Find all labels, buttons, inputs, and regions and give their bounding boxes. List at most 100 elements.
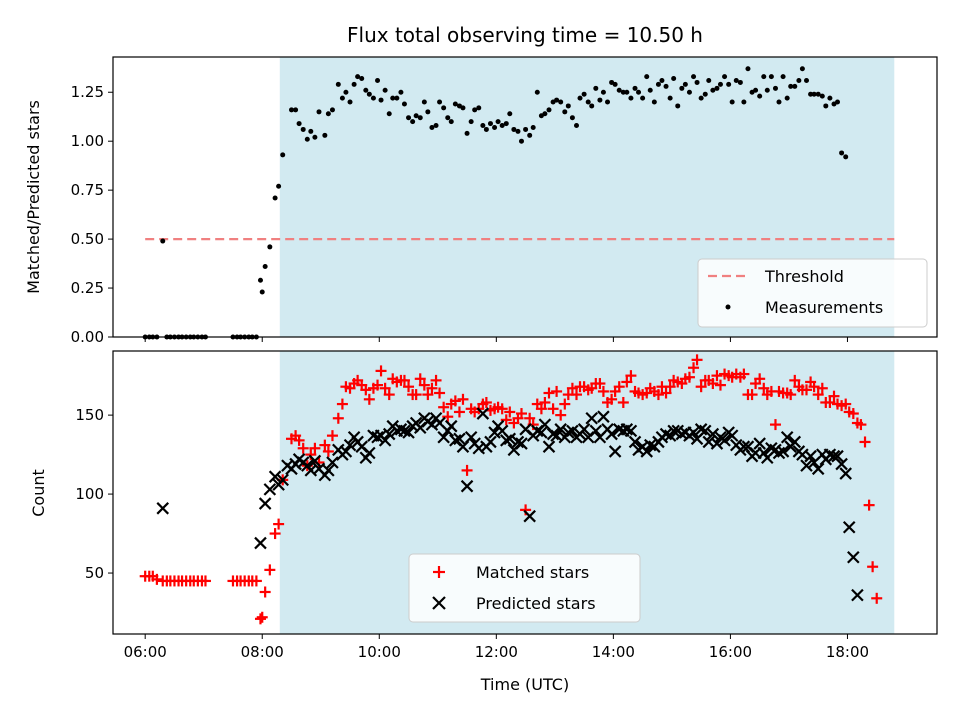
measurement-point bbox=[694, 79, 700, 85]
predicted-star-point bbox=[804, 449, 817, 463]
measurement-point bbox=[636, 89, 642, 95]
measurement-point bbox=[691, 74, 697, 80]
matched-star-point bbox=[418, 379, 430, 391]
measurement-point bbox=[441, 105, 447, 111]
matched-star-point bbox=[551, 385, 563, 397]
matched-star-point bbox=[754, 373, 766, 385]
measurement-point bbox=[808, 91, 814, 97]
measurement-point bbox=[843, 154, 849, 160]
matched-star-point bbox=[660, 387, 672, 399]
predicted-star-point bbox=[258, 497, 272, 510]
matched-star-point bbox=[683, 371, 695, 383]
matched-star-point bbox=[785, 389, 797, 401]
measurement-point bbox=[460, 105, 466, 111]
x-tick-label: 12:00 bbox=[475, 643, 518, 661]
matched-star-point bbox=[625, 370, 637, 382]
predicted-star-point bbox=[464, 430, 478, 444]
matched-star-point bbox=[597, 385, 609, 397]
measurement-point bbox=[772, 85, 778, 91]
predicted-star-point bbox=[842, 520, 856, 534]
matched-star-point bbox=[496, 403, 508, 415]
measurement-point bbox=[839, 150, 845, 156]
measurement-point bbox=[300, 126, 306, 132]
matched-star-point bbox=[434, 387, 446, 399]
measurement-point bbox=[686, 89, 692, 95]
x-axis-label: Time (UTC) bbox=[480, 675, 569, 694]
matched-star-point bbox=[871, 592, 883, 604]
measurement-point bbox=[651, 99, 657, 105]
measurement-point bbox=[780, 74, 786, 80]
measurement-point bbox=[542, 111, 548, 117]
predicted-star-point bbox=[398, 424, 411, 438]
legend-predicted-label: Predicted stars bbox=[476, 594, 596, 613]
predicted-star-point bbox=[624, 424, 638, 438]
predicted-star-point bbox=[437, 430, 450, 444]
matched-star-point bbox=[438, 401, 450, 413]
matched-star-point bbox=[336, 398, 348, 410]
measurement-point bbox=[468, 119, 474, 125]
measurement-point bbox=[343, 89, 349, 95]
matched-star-point bbox=[449, 395, 461, 407]
measurement-point bbox=[663, 83, 669, 89]
measurement-point bbox=[401, 101, 407, 107]
matched-star-point bbox=[789, 374, 801, 386]
measurement-point bbox=[776, 99, 782, 105]
matched-star-point bbox=[250, 575, 262, 587]
measurement-point bbox=[675, 103, 681, 109]
predicted-star-point bbox=[503, 432, 517, 446]
measurement-point bbox=[276, 183, 282, 189]
predicted-star-point bbox=[608, 445, 622, 458]
predicted-star-point bbox=[780, 430, 794, 444]
predicted-star-point bbox=[378, 434, 392, 447]
measurement-point bbox=[729, 99, 735, 105]
panel-ratio: 0.00 0.25 0.50 0.75 1.00 1.25 Matched/Predict… bbox=[24, 56, 938, 346]
y-tick-label-ratio: 0.50 bbox=[71, 230, 104, 248]
matched-star-point bbox=[594, 378, 606, 390]
measurement-point bbox=[507, 111, 513, 117]
measurement-point bbox=[745, 66, 751, 72]
measurement-point bbox=[527, 132, 533, 138]
matched-star-point bbox=[524, 412, 536, 424]
measurement-point bbox=[308, 128, 314, 134]
measurement-point bbox=[698, 95, 704, 101]
measurement-point bbox=[835, 99, 841, 105]
measurement-point bbox=[706, 77, 712, 83]
matched-star-point bbox=[769, 419, 781, 431]
predicted-star-point bbox=[585, 411, 598, 425]
legend-predicted-swatch bbox=[432, 596, 446, 610]
measurement-point bbox=[799, 66, 805, 72]
measurement-point bbox=[406, 115, 412, 121]
predicted-star-point bbox=[484, 435, 497, 449]
predicted-star-point bbox=[640, 445, 654, 458]
measurement-point bbox=[272, 195, 278, 201]
measurement-point bbox=[335, 81, 341, 87]
measurement-point bbox=[534, 89, 540, 95]
measurement-point bbox=[593, 85, 599, 91]
matched-star-point bbox=[500, 414, 512, 426]
predicted-star-point bbox=[402, 426, 415, 439]
predicted-star-point bbox=[628, 435, 642, 449]
matched-star-point bbox=[256, 611, 268, 623]
predicted-star-point bbox=[535, 426, 548, 439]
measurement-point bbox=[296, 121, 302, 127]
measurement-point bbox=[363, 87, 369, 93]
matched-star-point bbox=[379, 382, 391, 394]
measurement-point bbox=[761, 74, 767, 80]
predicted-star-point bbox=[542, 440, 556, 453]
matched-star-point bbox=[855, 419, 867, 431]
matched-star-point bbox=[269, 528, 281, 540]
predicted-star-point bbox=[339, 445, 353, 458]
matched-star-point bbox=[403, 381, 415, 393]
measurement-point bbox=[370, 95, 376, 101]
measurement-point bbox=[667, 95, 673, 101]
legend-matched-swatch bbox=[433, 566, 445, 578]
measurement-point bbox=[410, 119, 416, 125]
predicted-star-point bbox=[499, 434, 513, 447]
matched-star-point bbox=[859, 436, 871, 448]
predicted-star-point bbox=[382, 427, 396, 441]
predicted-star-point bbox=[839, 467, 852, 480]
predicted-star-point bbox=[710, 437, 724, 450]
measurement-point bbox=[726, 81, 732, 87]
predicted-star-point bbox=[706, 427, 720, 441]
predicted-star-point bbox=[444, 419, 458, 433]
